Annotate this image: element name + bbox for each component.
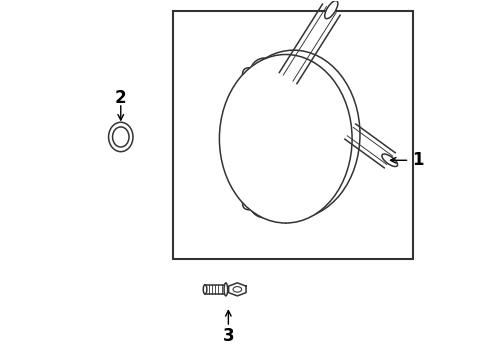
Ellipse shape [260,203,267,209]
Ellipse shape [249,58,278,90]
Ellipse shape [381,154,397,167]
Ellipse shape [249,189,278,218]
Ellipse shape [108,122,133,152]
Text: 1: 1 [412,151,423,169]
Ellipse shape [233,287,241,292]
Ellipse shape [324,1,337,19]
Ellipse shape [219,54,351,223]
Ellipse shape [260,68,267,75]
Ellipse shape [227,50,359,219]
Polygon shape [228,283,245,296]
Text: 3: 3 [222,327,234,345]
Text: 2: 2 [115,89,126,107]
Ellipse shape [203,285,206,294]
FancyBboxPatch shape [242,68,285,210]
Ellipse shape [224,283,227,296]
Ellipse shape [112,127,129,147]
Bar [172,12,412,259]
